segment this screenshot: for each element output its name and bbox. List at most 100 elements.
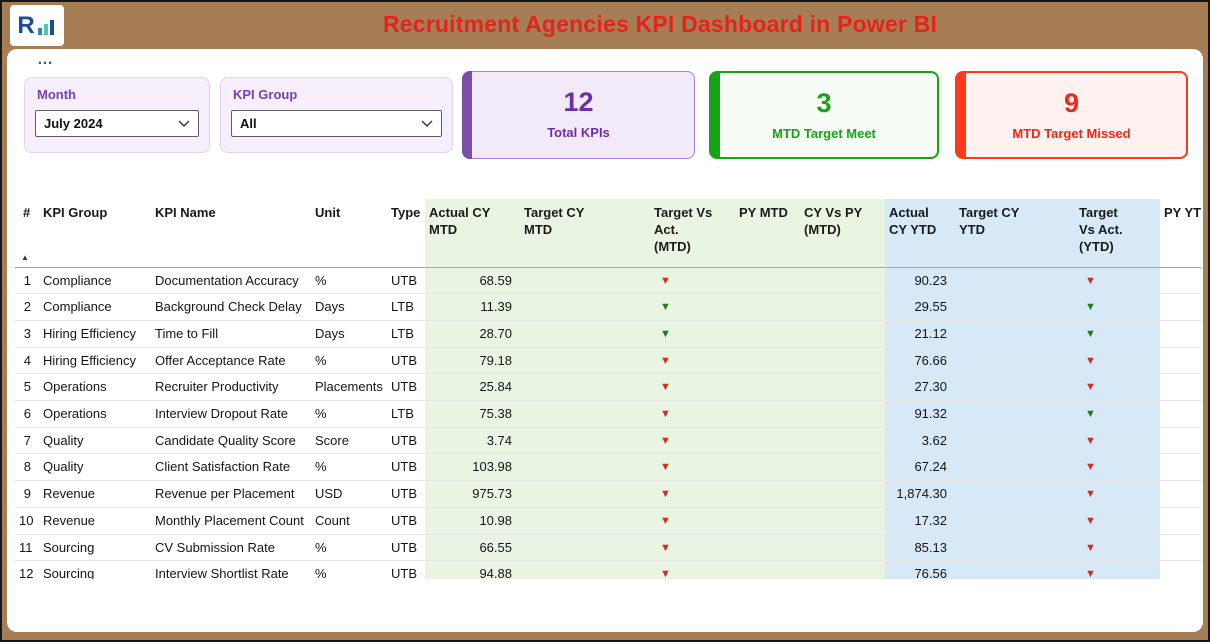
- target-missed-arrow-icon: ▼: [1085, 434, 1096, 447]
- target-cy-ytd-cell: [955, 453, 1075, 482]
- type-cell: UTB: [387, 267, 425, 295]
- target-missed-arrow-icon: ▼: [1085, 354, 1096, 367]
- chevron-down-icon: [178, 120, 190, 127]
- row-number-cell: 9: [15, 480, 39, 508]
- target-missed-arrow-icon: ▼: [660, 354, 671, 367]
- target-met-arrow-icon: ▼: [1085, 301, 1096, 314]
- target-missed-arrow-icon: ▼: [660, 514, 671, 527]
- column-header[interactable]: Actual CY YTD: [885, 199, 955, 268]
- table-row[interactable]: 5 Operations Recruiter Productivity Placeme…: [15, 373, 1201, 402]
- row-number-cell: 11: [15, 534, 39, 562]
- type-cell: UTB: [387, 534, 425, 562]
- column-header[interactable]: KPI Group: [39, 199, 151, 268]
- target-cy-mtd-cell: [520, 320, 650, 348]
- target-cy-mtd-cell: [520, 427, 650, 455]
- target-vs-actual-ytd-cell: ▼: [1075, 400, 1160, 428]
- cy-vs-py-mtd-cell: [800, 534, 885, 562]
- type-cell: LTB: [387, 400, 425, 428]
- column-header[interactable]: KPI Name: [151, 199, 311, 268]
- target-missed-arrow-icon: ▼: [660, 541, 671, 554]
- actual-cy-ytd-cell: 67.24: [885, 453, 955, 482]
- type-cell: UTB: [387, 453, 425, 482]
- actual-cy-mtd-cell: 75.38: [425, 400, 520, 428]
- more-options-button[interactable]: …: [37, 51, 54, 68]
- total-kpis-card: 12 Total KPIs: [462, 71, 695, 159]
- target-cy-mtd-cell: [520, 267, 650, 295]
- py-mtd-cell: [735, 267, 800, 295]
- cy-vs-py-mtd-cell: [800, 427, 885, 455]
- kpi-group-cell: Compliance: [39, 267, 151, 295]
- kpi-name-cell: Background Check Delay: [151, 293, 311, 321]
- column-header[interactable]: Actual CY MTD: [425, 199, 520, 268]
- unit-cell: %: [311, 534, 387, 562]
- target-vs-actual-mtd-cell: ▼: [650, 293, 735, 321]
- target-vs-actual-mtd-cell: ▼: [650, 534, 735, 562]
- kpi-name-cell: CV Submission Rate: [151, 534, 311, 562]
- column-header[interactable]: Type: [387, 199, 425, 268]
- table-row[interactable]: 10 Revenue Monthly Placement Count Count UTB…: [15, 507, 1201, 535]
- column-header[interactable]: Target Vs Act. (YTD): [1075, 199, 1160, 268]
- target-vs-actual-mtd-cell: ▼: [650, 507, 735, 535]
- column-header[interactable]: # ▲: [15, 199, 39, 268]
- row-number-cell: 7: [15, 427, 39, 455]
- row-number-cell: 4: [15, 347, 39, 375]
- cy-vs-py-mtd-cell: [800, 507, 885, 535]
- column-header[interactable]: PY YT: [1160, 199, 1201, 268]
- row-number-cell: 3: [15, 320, 39, 348]
- target-cy-ytd-cell: [955, 507, 1075, 535]
- target-cy-ytd-cell: [955, 347, 1075, 375]
- kpi-group-dropdown[interactable]: All: [231, 110, 442, 137]
- kpi-name-cell: Candidate Quality Score: [151, 427, 311, 455]
- mtd-target-meet-value: 3: [816, 88, 832, 118]
- table-row[interactable]: 4 Hiring Efficiency Offer Acceptance Rate%…: [15, 347, 1201, 375]
- table-row[interactable]: 11 Sourcing CV Submission Rate% UTB 66.55 ▼ 85…: [15, 534, 1201, 562]
- column-header[interactable]: PY MTD: [735, 199, 800, 268]
- kpi-name-cell: Monthly Placement Count: [151, 507, 311, 535]
- column-header[interactable]: Target CY YTD: [955, 199, 1075, 268]
- column-header[interactable]: Unit: [311, 199, 387, 268]
- table-row[interactable]: 6 Operations Interview Dropout Rate% LTB 75.…: [15, 400, 1201, 428]
- target-cy-ytd-cell: [955, 480, 1075, 508]
- kpi-name-cell: Time to Fill: [151, 320, 311, 348]
- target-vs-actual-mtd-cell: ▼: [650, 427, 735, 455]
- table-row[interactable]: 1 Compliance Documentation Accuracy% UTB 68.…: [15, 267, 1201, 295]
- sort-ascending-icon: ▲: [21, 253, 29, 263]
- kpi-group-cell: Quality: [39, 427, 151, 455]
- target-missed-arrow-icon: ▼: [660, 488, 671, 501]
- cy-vs-py-mtd-cell: [800, 560, 885, 579]
- column-header[interactable]: Target CY MTD: [520, 199, 650, 268]
- kpi-name-cell: Interview Shortlist Rate: [151, 560, 311, 579]
- target-missed-arrow-icon: ▼: [1085, 274, 1096, 287]
- target-met-arrow-icon: ▼: [1085, 327, 1096, 340]
- target-vs-actual-ytd-cell: ▼: [1075, 560, 1160, 579]
- actual-cy-ytd-cell: 1,874.30: [885, 480, 955, 508]
- month-dropdown[interactable]: July 2024: [35, 110, 199, 137]
- column-header[interactable]: CY Vs PY (MTD): [800, 199, 885, 268]
- target-cy-ytd-cell: [955, 400, 1075, 428]
- table-row[interactable]: 3 Hiring Efficiency Time to Fill Days LTB 28.…: [15, 320, 1201, 348]
- table-row[interactable]: 9 Revenue Revenue per Placement USD UTB 975.7…: [15, 480, 1201, 508]
- unit-cell: %: [311, 400, 387, 428]
- table-row[interactable]: 2 Compliance Background Check Delay Days LTB…: [15, 293, 1201, 321]
- actual-cy-mtd-cell: 68.59: [425, 267, 520, 295]
- month-slicer-label: Month: [37, 87, 76, 102]
- actual-cy-mtd-cell: 25.84: [425, 373, 520, 402]
- kpi-name-cell: Offer Acceptance Rate: [151, 347, 311, 375]
- table-row[interactable]: 7 Quality Candidate Quality Score Score UTB 3…: [15, 427, 1201, 455]
- target-vs-actual-mtd-cell: ▼: [650, 400, 735, 428]
- chevron-down-icon: [421, 120, 433, 127]
- table-row[interactable]: 8 Quality Client Satisfaction Rate% UTB 103.…: [15, 453, 1201, 482]
- mtd-target-meet-label: MTD Target Meet: [772, 126, 876, 141]
- row-number-cell: 2: [15, 293, 39, 321]
- unit-cell: Days: [311, 320, 387, 348]
- py-ytd-cell: [1160, 320, 1201, 348]
- kpi-group-cell: Operations: [39, 400, 151, 428]
- target-vs-actual-mtd-cell: ▼: [650, 453, 735, 482]
- cy-vs-py-mtd-cell: [800, 373, 885, 402]
- target-cy-mtd-cell: [520, 400, 650, 428]
- target-missed-arrow-icon: ▼: [1085, 461, 1096, 474]
- table-row[interactable]: 12 Sourcing Interview Shortlist Rate% UTB 94…: [15, 560, 1201, 579]
- unit-cell: Days: [311, 293, 387, 321]
- column-header[interactable]: Target Vs Act. (MTD): [650, 199, 735, 268]
